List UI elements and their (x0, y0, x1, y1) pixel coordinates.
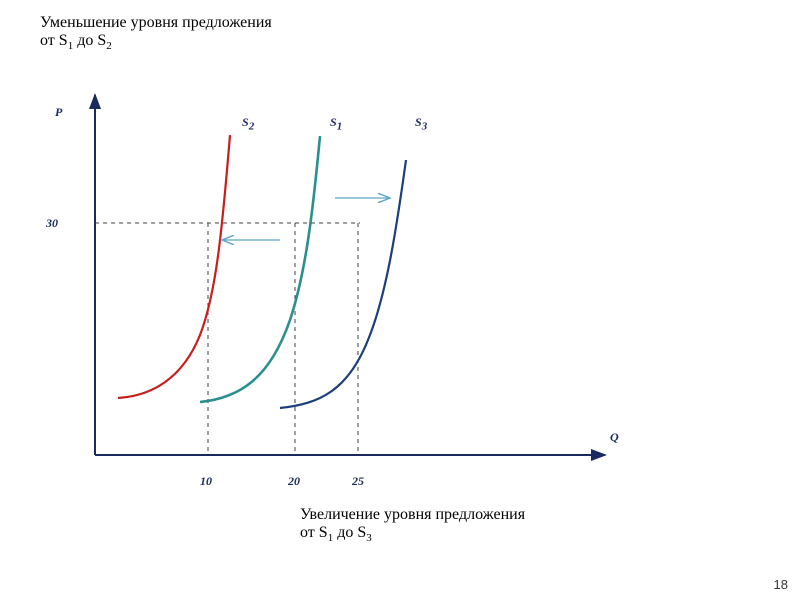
curve-s1 (200, 136, 320, 402)
curve-s2 (118, 135, 230, 398)
supply-chart (0, 0, 800, 600)
